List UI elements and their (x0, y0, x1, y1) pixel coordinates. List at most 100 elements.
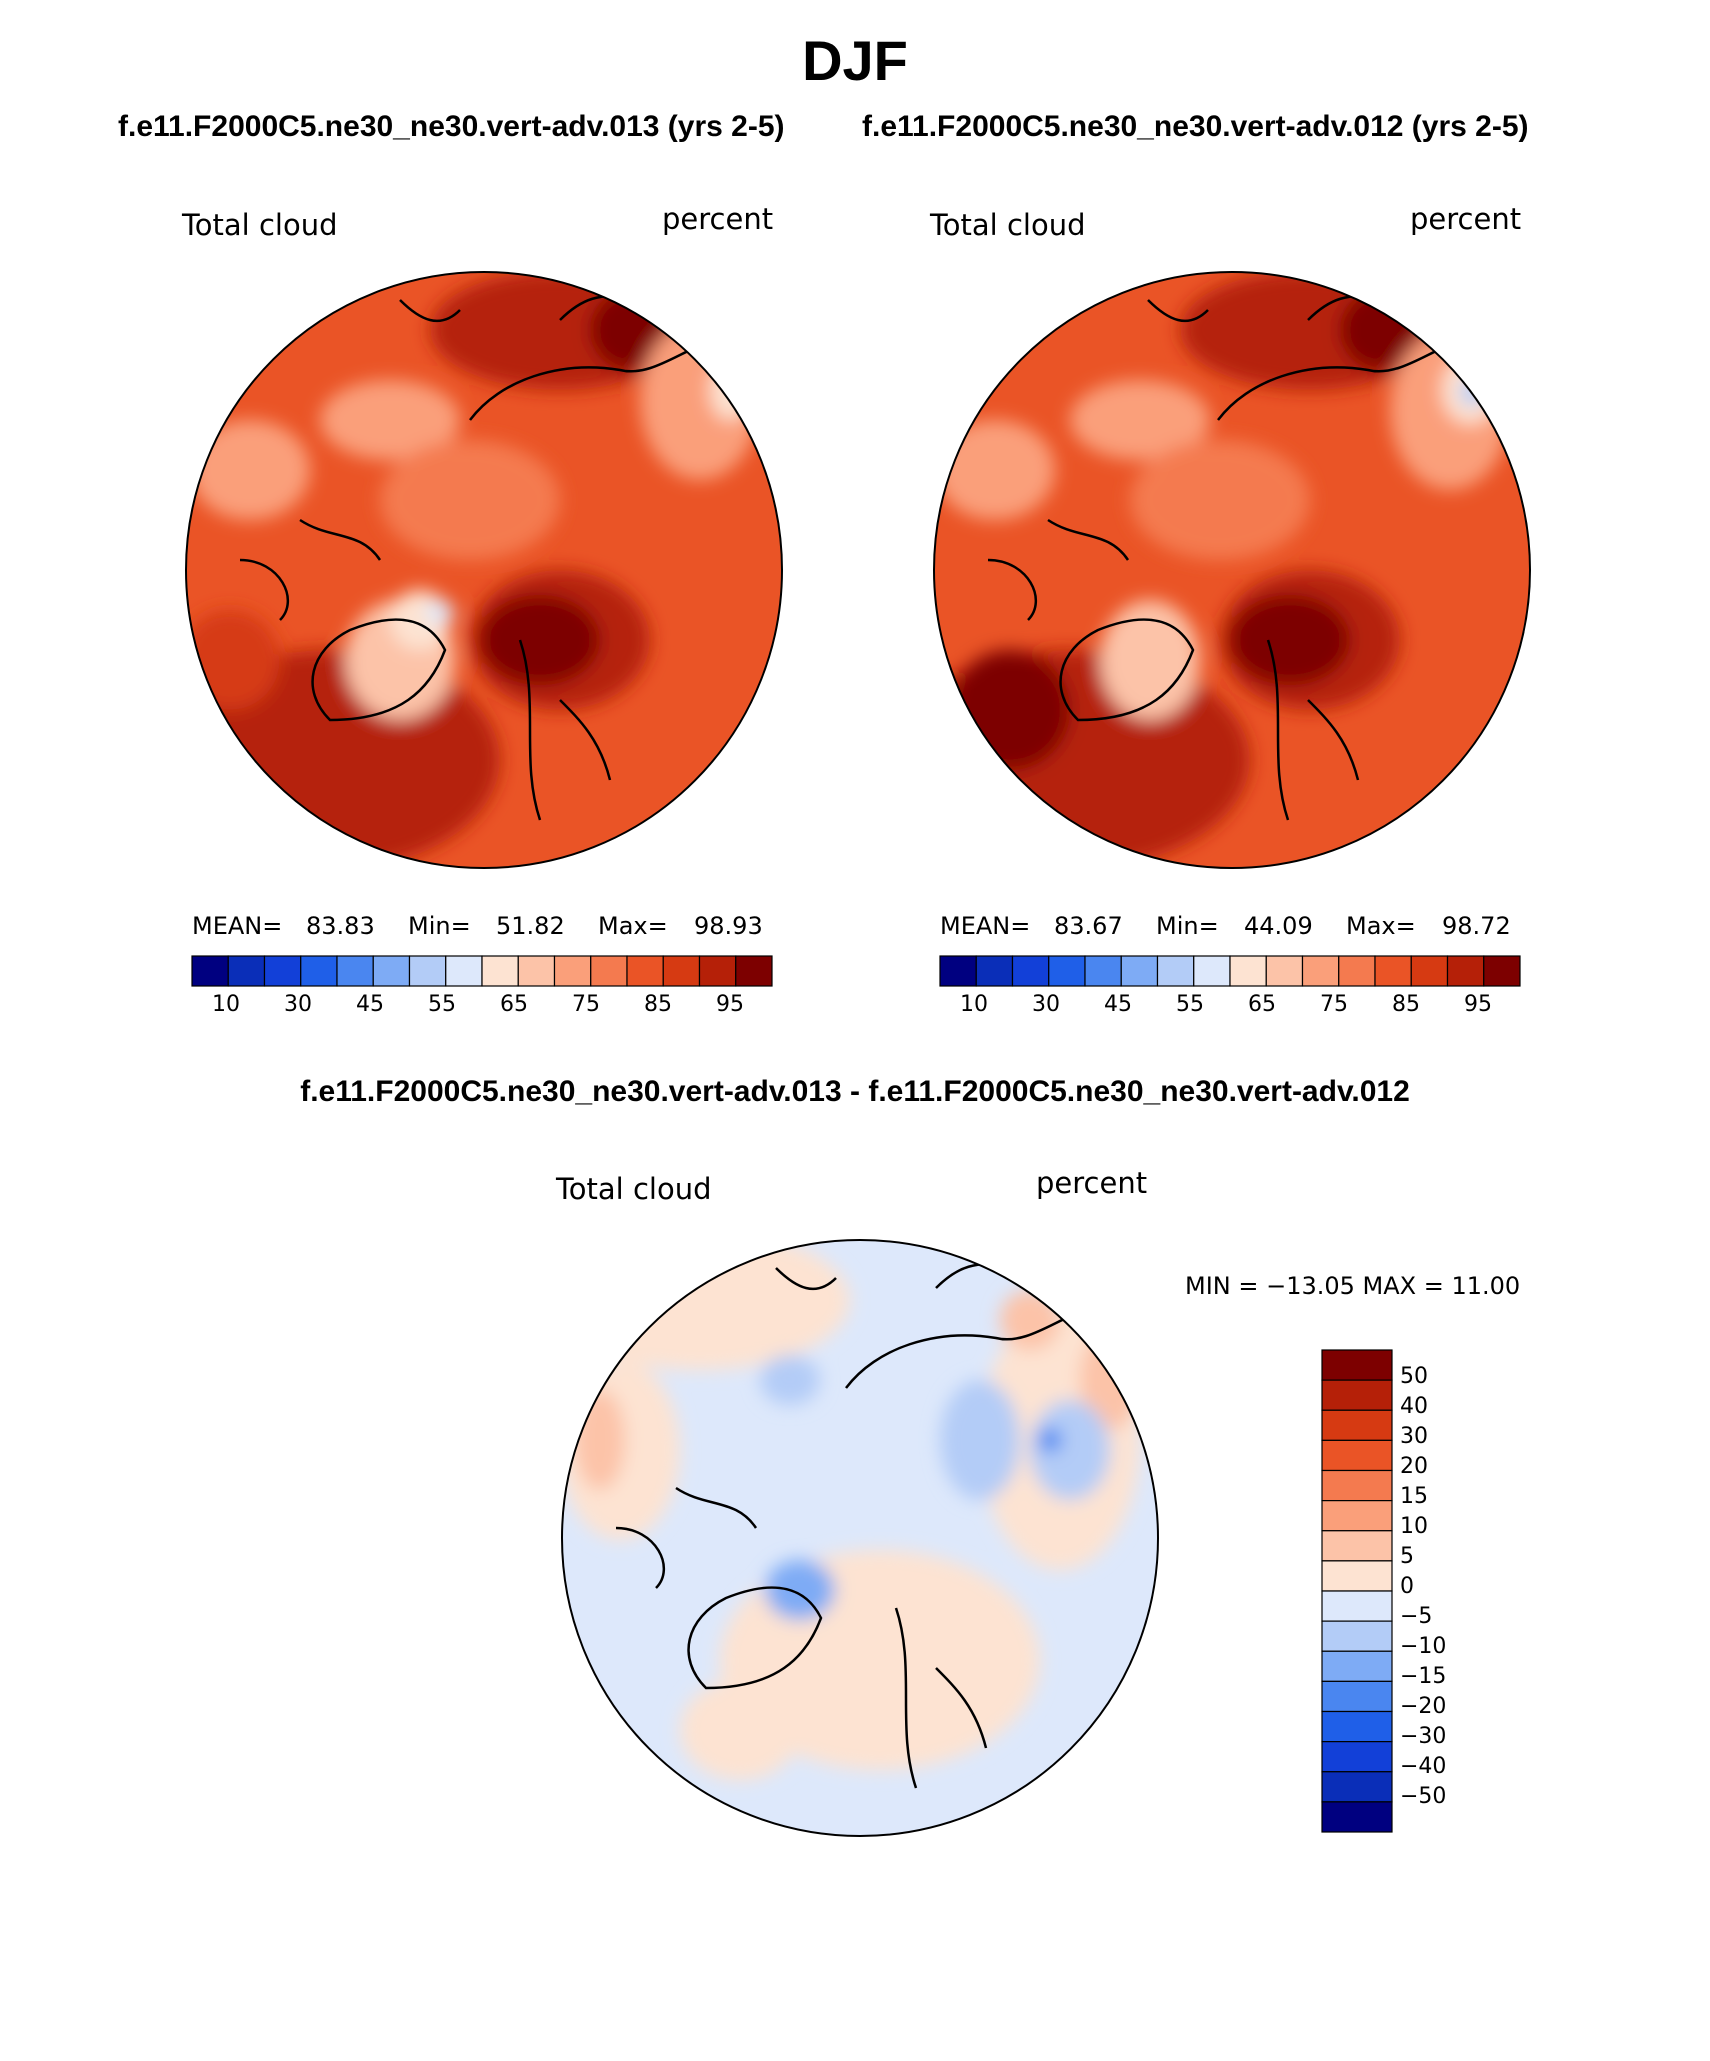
colorbar-swatch (1321, 1620, 1393, 1652)
panel2-region (1230, 595, 1350, 685)
diff-region (1038, 1428, 1062, 1452)
panel2-units-label: percent (1410, 202, 1522, 236)
panel2-region (935, 420, 1055, 520)
panel2-mean-value: 83.67 (1054, 912, 1123, 940)
panel1-map-border (185, 271, 783, 869)
panel2-colorbar (939, 955, 1521, 987)
panel1-tick: 10 (212, 992, 240, 1017)
season-title: DJF (802, 29, 908, 92)
coastline-greenland (687, 1586, 823, 1690)
panel2-region (1070, 380, 1210, 460)
panel1-units-label: percent (662, 202, 774, 236)
panel2-tick: 10 (960, 992, 988, 1017)
colorbar-swatch (1374, 955, 1412, 987)
colorbar-swatch (1321, 1349, 1393, 1381)
coastline-archipelago (987, 518, 1130, 621)
panel2-tick: 95 (1464, 992, 1492, 1017)
colorbar-swatch (590, 955, 628, 987)
panel1-mean-value: 83.83 (306, 912, 375, 940)
colorbar-swatch (1321, 1469, 1393, 1502)
diff-tick: 0 (1400, 1574, 1414, 1599)
panel1-map (186, 272, 782, 868)
colorbar-swatch (1229, 955, 1267, 987)
diff-tick: 50 (1400, 1364, 1428, 1389)
panel1-region (320, 380, 460, 460)
coastline-greenland (311, 618, 447, 722)
panel2-tick: 65 (1248, 992, 1276, 1017)
colorbar-swatch (1321, 1530, 1393, 1562)
diff-region (1030, 1400, 1110, 1500)
panel1-max-value: 98.93 (694, 912, 763, 940)
diff-tick: 10 (1400, 1514, 1428, 1539)
panel2-coastlines (987, 294, 1489, 821)
panel2-min-label: Min= (1156, 912, 1219, 940)
diff-tick: 40 (1400, 1394, 1428, 1419)
panel1-tick: 85 (644, 992, 672, 1017)
panel2-tick: 75 (1320, 992, 1348, 1017)
panel1-colorbar (191, 955, 773, 987)
panel1-min-value: 51.82 (496, 912, 565, 940)
coastline-archipelago (615, 1486, 758, 1589)
diff-minmax-label: MIN = −13.05 MAX = 11.00 (1185, 1272, 1521, 1300)
colorbar-swatch (1084, 955, 1122, 987)
colorbar-swatch (372, 955, 411, 987)
panel2-variable-label: Total cloud (930, 208, 1086, 242)
left-case-title: f.e11.F2000C5.ne30_ne30.vert-adv.013 (yr… (118, 110, 785, 143)
panel2-min-value: 44.09 (1244, 912, 1313, 940)
coastline-scandinavia (518, 639, 612, 821)
diff-tick: 5 (1400, 1544, 1414, 1569)
diff-tick: −20 (1400, 1694, 1447, 1719)
coastline-scandinavia (1266, 639, 1360, 821)
diff-map (562, 1240, 1158, 1836)
diff-region (575, 1390, 625, 1490)
colorbar-swatch (1321, 1590, 1393, 1622)
diff-units-label: percent (1036, 1166, 1148, 1200)
diff-tick: −10 (1400, 1634, 1447, 1659)
colorbar-swatch (735, 955, 773, 987)
colorbar-swatch (662, 955, 701, 987)
colorbar-swatch (1321, 1771, 1393, 1803)
colorbar-swatch (1446, 955, 1485, 987)
colorbar-swatch (336, 955, 374, 987)
colorbar-swatch (445, 955, 483, 987)
panel1-mean-label: MEAN= (192, 912, 283, 940)
panel1-tick: 45 (356, 992, 384, 1017)
colorbar-swatch (481, 955, 519, 987)
colorbar-swatch (1321, 1560, 1393, 1592)
panel2-mean-label: MEAN= (940, 912, 1031, 940)
colorbar-swatch (1410, 955, 1449, 987)
colorbar-swatch (300, 955, 338, 987)
panel1-region (640, 320, 760, 480)
coastline-scandinavia (894, 1607, 988, 1789)
panel1-tick: 30 (284, 992, 312, 1017)
panel1-tick: 95 (716, 992, 744, 1017)
panel1-min-label: Min= (408, 912, 471, 940)
diff-tick: −5 (1400, 1604, 1433, 1629)
colorbar-swatch (1321, 1680, 1393, 1713)
panel1-tick: 75 (572, 992, 600, 1017)
panel2-max-value: 98.72 (1442, 912, 1511, 940)
diff-tick: 20 (1400, 1454, 1428, 1479)
panel1-max-label: Max= (598, 912, 668, 940)
diff-region (940, 1380, 1020, 1500)
colorbar-swatch (1193, 955, 1231, 987)
colorbar-swatch (1321, 1409, 1393, 1441)
colorbar-swatch (1321, 1500, 1393, 1532)
colorbar-swatch (1321, 1741, 1393, 1773)
diff-tick: −40 (1400, 1754, 1447, 1779)
colorbar-swatch (975, 955, 1014, 987)
colorbar-swatch (408, 955, 447, 987)
panel2-region (1100, 600, 1200, 720)
panel2-tick: 85 (1392, 992, 1420, 1017)
colorbar-swatch (1120, 955, 1159, 987)
colorbar-swatch (1265, 955, 1304, 987)
colorbar-swatch (1321, 1379, 1393, 1411)
colorbar-swatch (1321, 1710, 1393, 1743)
panel2-map (934, 272, 1530, 868)
colorbar-swatch (1156, 955, 1195, 987)
panel1-region (710, 360, 750, 420)
colorbar-swatch (263, 955, 302, 987)
colorbar-swatch (553, 955, 592, 987)
panel1-variable-label: Total cloud (182, 208, 338, 242)
